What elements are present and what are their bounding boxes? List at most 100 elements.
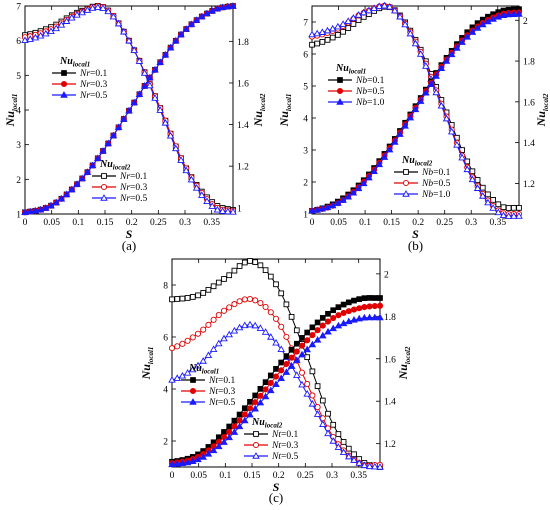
data-point	[241, 405, 248, 412]
data-point	[231, 301, 238, 308]
data-point	[319, 322, 326, 329]
data-point	[267, 372, 274, 379]
data-point	[288, 346, 295, 353]
data-point	[422, 62, 430, 69]
data-point	[272, 315, 280, 322]
data-point	[340, 439, 347, 445]
data-point	[329, 34, 336, 41]
x-tick-label: 0.05	[190, 471, 207, 481]
y-right-axis-title: Nulocal2	[251, 93, 267, 127]
legend-marker	[336, 87, 344, 95]
data-point	[220, 307, 228, 314]
data-point	[324, 327, 332, 335]
data-point	[411, 105, 420, 113]
data-point	[218, 207, 227, 214]
data-point	[411, 39, 420, 47]
y-right-tick-label: 1.4	[523, 139, 535, 149]
data-point	[262, 303, 269, 311]
data-point	[83, 168, 92, 175]
data-point	[340, 28, 346, 35]
data-point	[349, 188, 358, 196]
data-point	[183, 458, 192, 466]
y-left-tick-label: 5	[16, 72, 21, 82]
chart-panel-c: 0 0.05 0.1 0.15 0.2 0.25 0.3 0.35 2 4 6 8 1.2 1.4 1.6 1…	[139, 258, 412, 505]
data-point	[453, 141, 461, 148]
data-point	[78, 174, 86, 182]
data-point	[474, 177, 481, 183]
data-point	[257, 392, 264, 399]
data-point	[231, 267, 238, 274]
y-left-tick-label: 6	[303, 51, 308, 61]
data-point	[489, 204, 497, 211]
legend-entry: Nb=1.0	[355, 98, 385, 108]
data-point	[236, 263, 243, 269]
data-point	[495, 201, 502, 208]
data-point	[335, 304, 342, 311]
data-point	[391, 138, 399, 145]
data-point	[515, 10, 523, 17]
data-point	[231, 417, 238, 424]
data-point	[135, 57, 144, 64]
data-point	[36, 31, 45, 39]
legend-marker	[337, 77, 343, 83]
data-point	[47, 201, 55, 209]
data-point	[62, 190, 71, 198]
y-left-tick-label: 3	[303, 147, 308, 157]
data-point	[350, 456, 358, 463]
data-point	[325, 410, 331, 417]
data-point	[261, 392, 270, 400]
y-right-axis-title: Nulocal2	[534, 93, 550, 127]
data-point	[73, 10, 81, 18]
data-point	[345, 317, 353, 325]
data-point	[287, 362, 296, 369]
x-tick-label: 0	[310, 218, 315, 228]
x-tick-label: 0.35	[203, 218, 220, 228]
data-point	[278, 290, 285, 297]
data-point	[267, 379, 274, 387]
data-point	[318, 204, 327, 212]
legend-title: Nulocal2	[401, 155, 433, 168]
y-right-tick-label: 1.6	[237, 79, 249, 89]
data-point	[241, 296, 248, 303]
legend-entry: Nb=1.0	[421, 190, 451, 200]
legend-entry: Nt=0.5	[271, 452, 298, 462]
data-point	[361, 295, 368, 302]
data-point	[241, 259, 248, 266]
data-point	[334, 22, 342, 30]
data-point	[288, 314, 295, 320]
data-point	[168, 345, 176, 352]
x-tick-label: 0.2	[126, 218, 138, 228]
data-point	[360, 313, 369, 321]
data-point	[504, 212, 513, 219]
data-point	[252, 392, 259, 399]
data-point	[370, 4, 378, 11]
x-tick-label: 0.05	[330, 218, 347, 228]
data-point	[151, 94, 159, 101]
data-point	[179, 340, 186, 347]
data-point	[277, 374, 285, 381]
data-point	[161, 118, 170, 126]
legend-entry: Nt=0.3	[208, 387, 235, 397]
data-point	[314, 404, 321, 411]
legend-entry: Nb=0.5	[355, 87, 385, 97]
data-point	[224, 207, 232, 215]
y-right-tick-label: 1.6	[523, 98, 535, 108]
data-point	[283, 333, 290, 340]
data-point	[283, 360, 290, 368]
data-point	[57, 194, 66, 202]
data-point	[365, 6, 373, 14]
x-tick-label: 0.1	[219, 471, 231, 481]
data-point	[334, 443, 343, 450]
legend-marker	[402, 190, 410, 197]
data-point	[329, 437, 337, 444]
data-point	[251, 321, 259, 329]
legend-marker	[189, 398, 197, 405]
x-tick-label: 0.2	[273, 471, 285, 481]
y-left-tick-label: 2	[16, 176, 21, 186]
data-point	[356, 305, 363, 312]
data-point	[88, 161, 97, 169]
data-point	[231, 423, 238, 430]
data-point	[209, 446, 218, 454]
data-point	[177, 156, 185, 163]
